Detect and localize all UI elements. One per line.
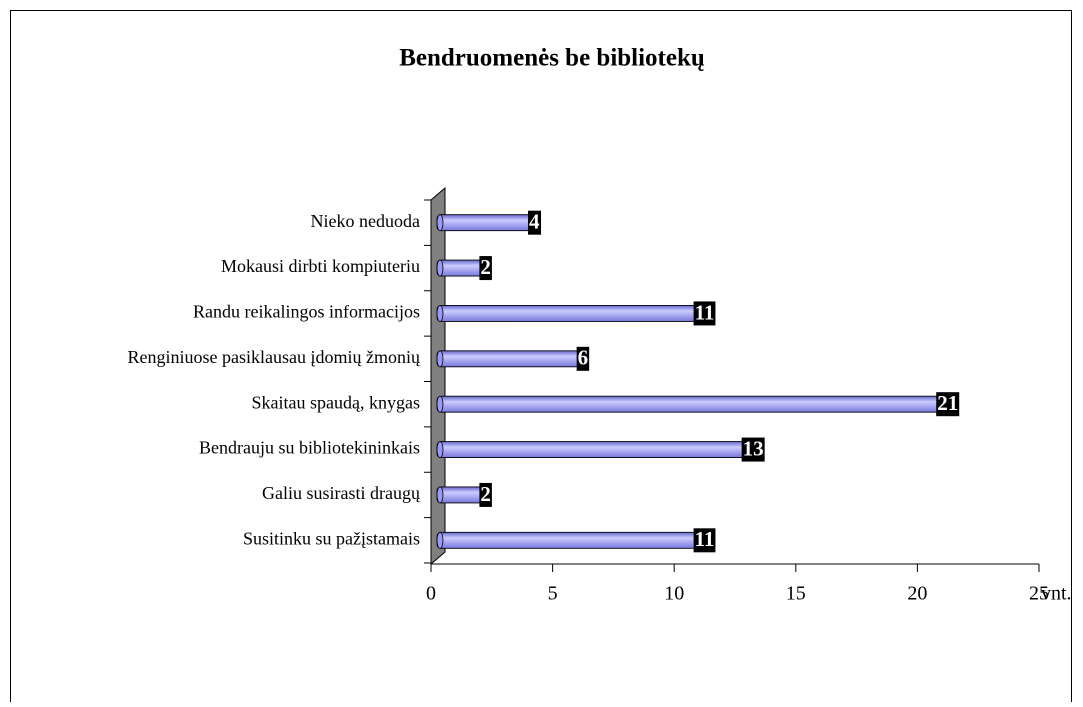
x-axis-label: vnt. — [1041, 583, 1072, 605]
chart-title: Bendruomenės be bibliotekų — [399, 45, 705, 72]
bar — [436, 305, 705, 322]
data-label-text: 13 — [743, 436, 764, 460]
data-label: 2 — [479, 255, 492, 281]
bar-cap — [436, 305, 444, 322]
wall — [430, 186, 446, 566]
data-label: 13 — [741, 436, 765, 462]
y-tick-label: Bendrauju su bibliotekininkais — [199, 438, 420, 458]
data-label-box — [693, 528, 716, 553]
x-tick-label: 10 — [664, 583, 684, 605]
bar-cap — [436, 531, 444, 549]
data-label-box — [936, 392, 960, 417]
x-tick-label: 15 — [786, 583, 806, 605]
bar — [436, 441, 754, 458]
data-label-box — [479, 256, 492, 281]
bar-cap — [436, 486, 444, 504]
x-tick-label: 20 — [907, 583, 927, 605]
y-tick-label: Nieko neduoda — [311, 211, 420, 231]
data-label-text: 6 — [578, 346, 589, 370]
y-tick-label: Galiu susirasti draugų — [262, 483, 421, 503]
bar-cap — [436, 259, 444, 277]
data-label: 11 — [693, 527, 716, 553]
data-label-box — [528, 210, 542, 235]
bar-cap — [436, 395, 444, 413]
data-label-box — [576, 346, 590, 371]
y-tick-label: Mokausi dirbti kompiuteriu — [221, 256, 420, 276]
bar-cap — [436, 350, 444, 368]
y-tick-label: Susitinku su pažįstamais — [243, 528, 420, 548]
x-tick-label: 0 — [426, 583, 436, 605]
bar — [436, 486, 487, 504]
data-label-text: 11 — [695, 527, 715, 551]
data-label-box — [479, 482, 492, 507]
data-label: 6 — [576, 346, 590, 371]
bar — [436, 259, 487, 277]
y-tick-label: Skaitau spaudą, knygas — [252, 392, 420, 412]
bar-cap — [436, 214, 444, 232]
data-label: 11 — [693, 300, 716, 326]
data-label-box — [741, 437, 765, 462]
data-label: 4 — [528, 210, 542, 235]
x-tick-label: 25 — [1029, 583, 1049, 605]
data-label: 2 — [479, 482, 492, 507]
bar-cap — [436, 441, 444, 458]
data-label-text: 11 — [695, 300, 715, 324]
y-tick-label: Renginiuose pasiklausau įdomių žmonių — [128, 347, 421, 367]
data-label-text: 4 — [529, 210, 540, 234]
bar — [436, 214, 535, 232]
data-label-text: 21 — [937, 391, 958, 415]
y-tick-label: Randu reikalingos informacijos — [193, 302, 420, 322]
bar — [436, 395, 949, 413]
data-label-text: 2 — [480, 482, 491, 506]
data-label: 21 — [936, 391, 960, 417]
bar — [436, 531, 705, 549]
data-label-text: 2 — [480, 255, 491, 279]
data-label-box — [693, 301, 716, 326]
x-tick-label: 5 — [548, 583, 558, 605]
bar — [436, 350, 584, 368]
